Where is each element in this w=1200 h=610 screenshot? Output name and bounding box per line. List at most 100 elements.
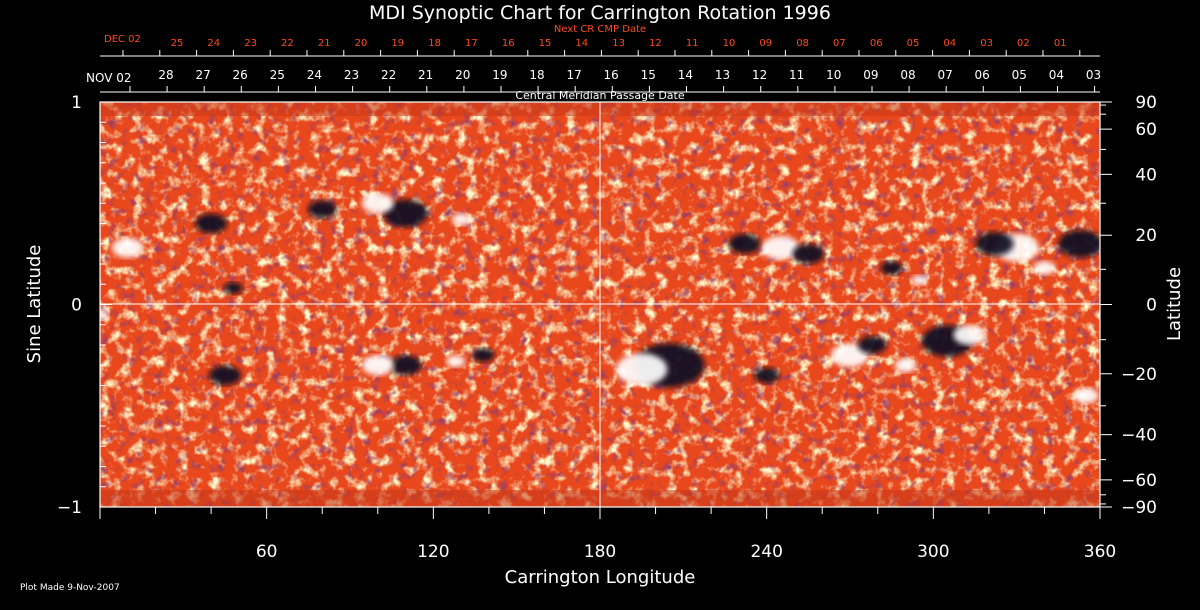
y-right-tick-label: −90	[1121, 498, 1157, 518]
next-cr-day-label: 06	[870, 38, 883, 49]
cmp-day-label: 04	[1049, 68, 1064, 82]
y-axis-label-right: Latitude	[1164, 267, 1185, 341]
next-cr-day-label: 01	[1054, 38, 1067, 49]
active-region-positive	[445, 355, 466, 368]
next-cr-axis-title: Next CR CMP Date	[554, 24, 646, 35]
active-region-negative	[728, 233, 761, 254]
x-tick-label: 360	[1084, 542, 1116, 562]
x-tick-label: 240	[750, 542, 782, 562]
y-right-tick-group: 90 60 40 20 0 −20 −40 −60 −90	[1100, 93, 1157, 518]
active-region-negative	[389, 355, 422, 376]
active-region-positive	[953, 324, 986, 345]
cmp-day-label: 18	[529, 68, 544, 82]
cmp-start-label: NOV 02	[86, 71, 132, 85]
cmp-day-label: 11	[789, 68, 804, 82]
cmp-day-label: 10	[826, 68, 841, 82]
x-tick-group: 60 120 180 240 300 360	[99, 507, 1116, 562]
cmp-day-label: 08	[900, 68, 915, 82]
next-cr-tick-group: 25 24 23 22 21 20 19 18 17 16 15 14 13 12 11 10 09 08 07 06…	[122, 38, 1081, 56]
cmp-day-label: 17	[566, 68, 581, 82]
active-region-positive	[894, 358, 917, 373]
active-region-negative	[383, 199, 428, 228]
cmp-day-label: 23	[344, 68, 359, 82]
active-region-negative	[753, 367, 780, 384]
active-region-positive	[761, 235, 800, 260]
plot-made-note: Plot Made 9-Nov-2007	[20, 583, 120, 593]
next-cr-day-label: 09	[759, 38, 772, 49]
y-right-tick-label: 40	[1135, 165, 1157, 185]
cmp-day-label: 25	[270, 68, 285, 82]
active-region-positive	[616, 353, 668, 386]
y-right-tick-label: 20	[1135, 226, 1157, 246]
next-cr-day-label: 03	[980, 38, 993, 49]
cmp-day-label: 27	[195, 68, 210, 82]
active-region-negative	[472, 348, 495, 363]
next-cr-day-label: 22	[281, 38, 294, 49]
cmp-day-label: 24	[307, 68, 322, 82]
next-cr-day-label: 15	[539, 38, 552, 49]
cmp-day-label: 12	[752, 68, 767, 82]
active-region-positive	[1033, 261, 1056, 276]
x-axis-label: Carrington Longitude	[505, 567, 696, 588]
cmp-day-label: 06	[975, 68, 990, 82]
cmp-day-label: 16	[604, 68, 619, 82]
active-region-positive	[1073, 387, 1099, 404]
active-region-positive	[361, 193, 394, 214]
active-region-positive	[111, 237, 144, 258]
cmp-day-label: 28	[158, 68, 173, 82]
y-left-tick-label: 1	[71, 93, 82, 113]
y-right-tick-label: −20	[1121, 365, 1157, 385]
active-region-positive	[100, 309, 108, 320]
active-region-positive	[361, 355, 394, 376]
active-region-negative	[307, 200, 337, 219]
next-cr-day-label: 13	[612, 38, 625, 49]
y-right-tick-label: −40	[1121, 426, 1157, 446]
cmp-day-label: 09	[863, 68, 878, 82]
cmp-day-label: 14	[678, 68, 693, 82]
y-right-tick-label: 90	[1135, 93, 1157, 113]
cmp-day-label: 20	[455, 68, 470, 82]
next-cr-day-label: 05	[907, 38, 920, 49]
next-cr-day-label: 12	[649, 38, 662, 49]
next-cr-day-label: 24	[207, 38, 220, 49]
next-cr-day-label: 17	[465, 38, 478, 49]
active-region-negative	[975, 231, 1014, 256]
next-cr-day-label: 16	[502, 38, 515, 49]
next-cr-start-label: DEC 02	[104, 34, 141, 45]
active-region-negative	[195, 213, 228, 234]
y-right-tick-label: −60	[1121, 471, 1157, 491]
next-cr-day-label: 10	[723, 38, 736, 49]
active-region-negative	[223, 282, 243, 295]
active-region-negative	[792, 243, 825, 264]
cmp-day-label: 22	[381, 68, 396, 82]
next-cr-day-label: 11	[686, 38, 699, 49]
cmp-day-label: 15	[641, 68, 656, 82]
y-left-tick-group: 1 0 −1	[57, 93, 112, 518]
active-region-positive	[911, 275, 928, 286]
cmp-day-label: 26	[233, 68, 248, 82]
next-cr-day-label: 20	[355, 38, 368, 49]
next-cr-day-label: 02	[1017, 38, 1030, 49]
next-cr-day-label: 08	[796, 38, 809, 49]
cmp-day-label: 05	[1012, 68, 1027, 82]
x-tick-label: 60	[256, 542, 278, 562]
x-tick-label: 120	[417, 542, 449, 562]
y-left-tick-label: 0	[71, 296, 82, 316]
active-region-negative	[857, 336, 887, 354]
x-tick-label: 180	[584, 542, 616, 562]
next-cr-day-label: 25	[171, 38, 184, 49]
next-cr-day-label: 19	[391, 38, 404, 49]
cmp-tick-group: 28 27 26 25 24 23 22 21 20 19 18 17 16 15 14 13 12 11 10 09…	[129, 68, 1101, 92]
y-left-tick-label: −1	[57, 498, 82, 518]
cmp-day-label: 21	[418, 68, 433, 82]
cmp-axis-title: Central Meridian Passage Date	[515, 89, 684, 102]
y-right-tick-label: 0	[1146, 296, 1157, 316]
next-cr-day-label: 14	[575, 38, 588, 49]
next-cr-day-label: 04	[943, 38, 956, 49]
active-region-negative	[1058, 229, 1100, 258]
y-right-tick-label: 60	[1135, 120, 1157, 140]
cmp-day-label: 13	[715, 68, 730, 82]
chart-title: MDI Synoptic Chart for Carrington Rotati…	[369, 2, 831, 24]
active-region-negative	[880, 261, 903, 276]
